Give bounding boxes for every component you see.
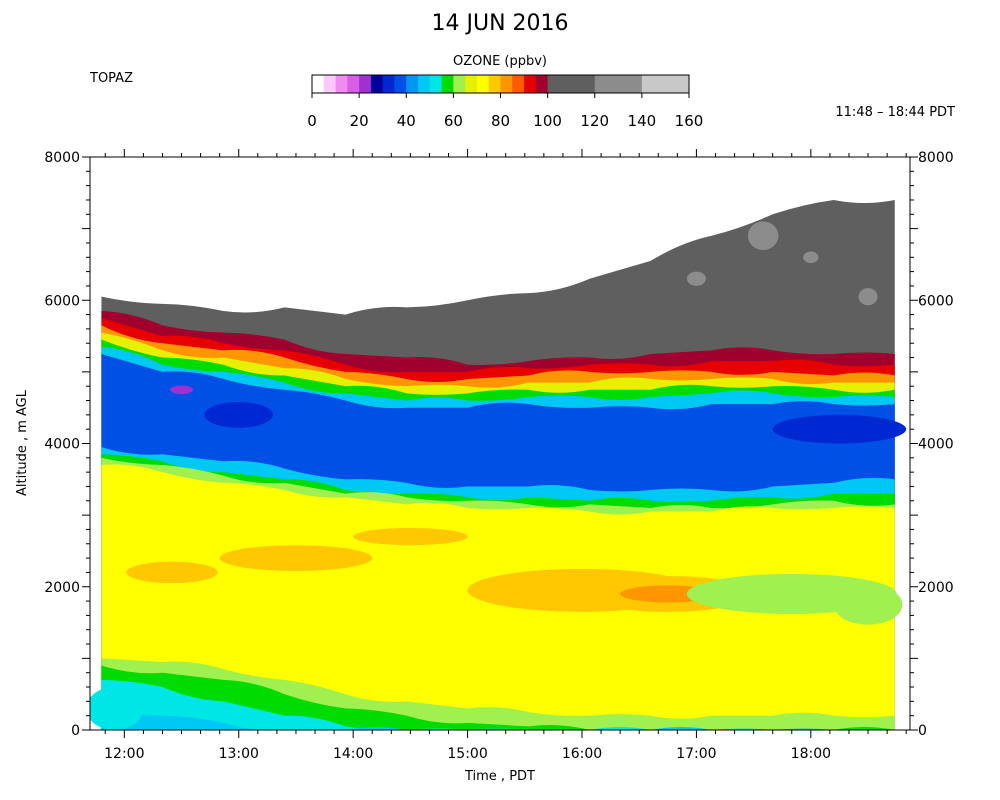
ozone-layers: [101, 199, 895, 730]
y-tick-label-right: 6000: [918, 293, 954, 309]
ozone-feature: [90, 687, 144, 730]
colorbar-swatch: [394, 75, 407, 93]
colorbar-swatch: [347, 75, 360, 93]
x-tick-label: 18:00: [791, 746, 831, 762]
ozone-layer: [101, 665, 895, 730]
colorbar-swatch: [359, 75, 372, 93]
colorbar-label: OZONE (ppbv): [453, 54, 547, 69]
colorbar-swatch: [465, 75, 478, 93]
y-tick-label-right: 2000: [918, 580, 954, 596]
ozone-feature: [170, 385, 193, 395]
time-range-label: 11:48 – 18:44 PDT: [835, 105, 955, 120]
y-tick-label-right: 0: [918, 723, 927, 739]
ozone-feature: [858, 288, 878, 306]
ozone-feature: [747, 221, 779, 251]
colorbar-tick-label: 60: [444, 112, 463, 130]
colorbar-tick-label: 160: [675, 112, 704, 130]
colorbar-swatch: [641, 75, 690, 93]
y-axis-label: Altitude , m AGL: [15, 389, 30, 496]
x-tick-label: 16:00: [562, 746, 602, 762]
colorbar-swatch: [535, 75, 548, 93]
colorbar-tick-label: 140: [628, 112, 657, 130]
colorbar-swatch: [488, 75, 501, 93]
colorbar-swatch: [524, 75, 537, 93]
ozone-feature: [833, 584, 903, 625]
colorbar-swatch: [370, 75, 383, 93]
colorbar: [311, 74, 690, 94]
colorbar-ticks: 0 20 40 60 80 100 120 140 160: [307, 93, 703, 130]
colorbar-tick-label: 0: [307, 112, 317, 130]
colorbar-tick-label: 80: [491, 112, 510, 130]
y-tick-label-right: 4000: [918, 437, 954, 453]
ozone-feature: [219, 545, 373, 571]
chart-title: 14 JUN 2016: [431, 11, 568, 36]
y-tick-label-left: 2000: [44, 580, 80, 596]
ozone-feature: [126, 561, 218, 584]
colorbar-swatch: [418, 75, 431, 93]
colorbar-swatch: [500, 75, 513, 93]
colorbar-swatch: [323, 75, 336, 93]
colorbar-swatch: [382, 75, 395, 93]
colorbar-swatch: [441, 75, 454, 93]
y-tick-label-left: 6000: [44, 293, 80, 309]
ozone-feature: [803, 251, 819, 264]
y-tick-label-left: 8000: [44, 150, 80, 166]
y-tick-label-left: 0: [71, 723, 80, 739]
colorbar-tick-label: 20: [350, 112, 369, 130]
ozone-feature: [686, 271, 706, 286]
ozone-feature: [204, 401, 274, 428]
colorbar-tick-label: 40: [397, 112, 416, 130]
colorbar-swatch: [335, 75, 348, 93]
y-axis-right: 0 2000 4000 6000 8000: [910, 150, 954, 739]
ozone-feature: [772, 414, 907, 444]
colorbar-swatch: [512, 75, 525, 93]
ozone-feature: [353, 528, 468, 546]
x-tick-label: 15:00: [447, 746, 487, 762]
colorbar-tick-label: 100: [533, 112, 562, 130]
x-tick-label: 13:00: [219, 746, 259, 762]
x-tick-label: 17:00: [676, 746, 716, 762]
x-axis: 12:00 13:00 14:00 15:00 16:00 17:00 18:00: [104, 149, 907, 762]
ozone-features: [90, 221, 907, 730]
ozone-layer: [101, 708, 895, 730]
plot-area: [90, 199, 907, 730]
colorbar-swatch: [476, 75, 490, 93]
y-tick-label-left: 4000: [44, 437, 80, 453]
x-tick-label: 12:00: [104, 746, 144, 762]
y-tick-label-right: 8000: [918, 150, 954, 166]
colorbar-tick-label: 120: [580, 112, 609, 130]
x-tick-label: 14:00: [333, 746, 373, 762]
colorbar-swatch: [453, 75, 466, 93]
colorbar-swatch: [594, 75, 643, 93]
y-axis-left: 0 2000 4000 6000 8000: [44, 150, 90, 739]
ozone-layer: [101, 679, 895, 730]
colorbar-swatch: [312, 75, 325, 93]
colorbar-swatch: [429, 75, 442, 93]
instrument-label: TOPAZ: [89, 71, 133, 86]
x-axis-label: Time , PDT: [464, 769, 535, 784]
colorbar-swatch: [406, 75, 419, 93]
colorbar-swatch: [547, 75, 596, 93]
